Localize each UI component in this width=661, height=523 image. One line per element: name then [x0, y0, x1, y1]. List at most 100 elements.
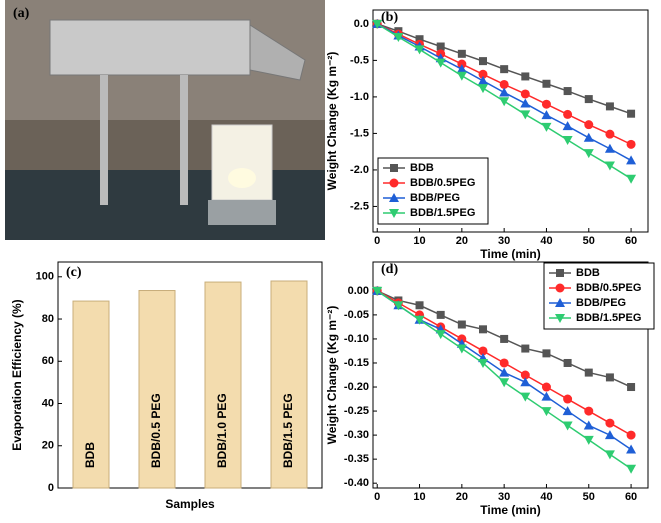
x-tick-label: 60	[625, 235, 637, 247]
marker	[563, 87, 572, 96]
y-tick-label: 20	[42, 440, 54, 452]
x-tick-label: 10	[413, 235, 425, 247]
marker	[457, 320, 466, 329]
marker	[604, 143, 615, 153]
marker	[393, 301, 404, 311]
marker	[415, 35, 424, 44]
marker	[626, 174, 637, 184]
bar	[138, 290, 176, 489]
y-tick-label: -0.25	[344, 405, 369, 417]
marker	[541, 99, 551, 109]
marker	[478, 69, 488, 79]
marker	[499, 79, 509, 89]
marker	[562, 121, 573, 131]
marker	[435, 330, 446, 340]
marker	[457, 59, 467, 69]
legend-label: BDB	[410, 162, 434, 174]
marker	[415, 301, 424, 310]
marker	[626, 139, 636, 149]
marker	[562, 421, 573, 431]
marker	[584, 406, 594, 416]
marker	[541, 122, 552, 132]
y-tick-label: 0	[48, 482, 54, 494]
x-tick-label: 30	[498, 235, 510, 247]
bar	[72, 300, 110, 489]
marker	[393, 33, 404, 43]
marker	[372, 286, 383, 296]
panel-label: (d)	[381, 262, 398, 277]
marker	[626, 444, 637, 454]
y-tick-label: -0.10	[344, 333, 369, 345]
x-tick-label: 40	[540, 491, 552, 503]
marker	[584, 120, 594, 130]
marker	[605, 373, 614, 382]
x-tick-label: 20	[456, 491, 468, 503]
marker	[583, 420, 594, 430]
y-tick-label: 100	[36, 271, 54, 283]
marker	[499, 87, 510, 97]
y-tick-label: 40	[42, 397, 54, 409]
marker	[562, 406, 573, 416]
x-tick-label: 20	[456, 235, 468, 247]
x-tick-label: 50	[583, 491, 595, 503]
marker	[520, 98, 531, 108]
marker	[436, 310, 445, 319]
marker	[563, 109, 573, 119]
legend-marker	[555, 298, 565, 307]
y-tick-label: -2.5	[350, 200, 369, 212]
plot-frame	[57, 261, 323, 489]
legend-marker	[389, 193, 399, 202]
y-tick-label: 0.0	[354, 18, 369, 30]
marker	[604, 161, 615, 171]
legend-label: BDB	[576, 267, 600, 279]
marker	[583, 149, 594, 159]
y-axis-label: Evaporation Efficiency (%)	[10, 299, 24, 450]
marker	[435, 58, 446, 68]
category-label: BDB	[83, 442, 97, 468]
marker	[414, 315, 425, 325]
legend-marker	[390, 164, 398, 172]
y-tick-label: 80	[42, 313, 54, 325]
panel-label: (a)	[13, 6, 30, 21]
marker	[456, 64, 467, 74]
y-tick-label: -0.40	[344, 477, 369, 489]
marker	[541, 110, 552, 120]
marker	[626, 464, 637, 474]
marker	[457, 49, 466, 58]
x-axis-label: Samples	[165, 497, 215, 511]
y-tick-label: -0.5	[350, 54, 369, 66]
marker	[520, 110, 531, 120]
y-tick-label: -0.05	[344, 309, 369, 321]
marker	[520, 89, 530, 99]
marker	[479, 325, 487, 334]
marker	[542, 349, 551, 358]
y-axis-label: Weight Change (Kg m⁻²)	[325, 52, 339, 191]
category-label: BDB/1.5 PEG	[281, 393, 295, 468]
marker	[541, 407, 552, 417]
marker	[626, 155, 637, 165]
legend-label: BDB/0.5PEG	[576, 282, 641, 294]
marker	[542, 79, 551, 88]
photo	[5, 0, 325, 240]
marker	[584, 368, 593, 377]
x-tick-label: 0	[374, 491, 380, 503]
legend-marker	[389, 209, 399, 218]
marker	[521, 72, 530, 81]
marker	[520, 377, 531, 387]
marker	[604, 430, 615, 440]
y-tick-label: -0.30	[344, 429, 369, 441]
x-axis-label: Time (min)	[480, 247, 540, 261]
marker	[605, 418, 615, 428]
marker	[604, 450, 615, 460]
legend-marker	[389, 178, 399, 188]
marker	[521, 344, 530, 353]
y-tick-label: -1.5	[350, 127, 369, 139]
marker	[563, 394, 573, 404]
x-tick-label: 50	[583, 235, 595, 247]
marker	[478, 75, 488, 85]
x-tick-label: 40	[540, 235, 552, 247]
marker	[627, 383, 636, 392]
marker	[479, 57, 487, 66]
bar	[270, 280, 308, 489]
